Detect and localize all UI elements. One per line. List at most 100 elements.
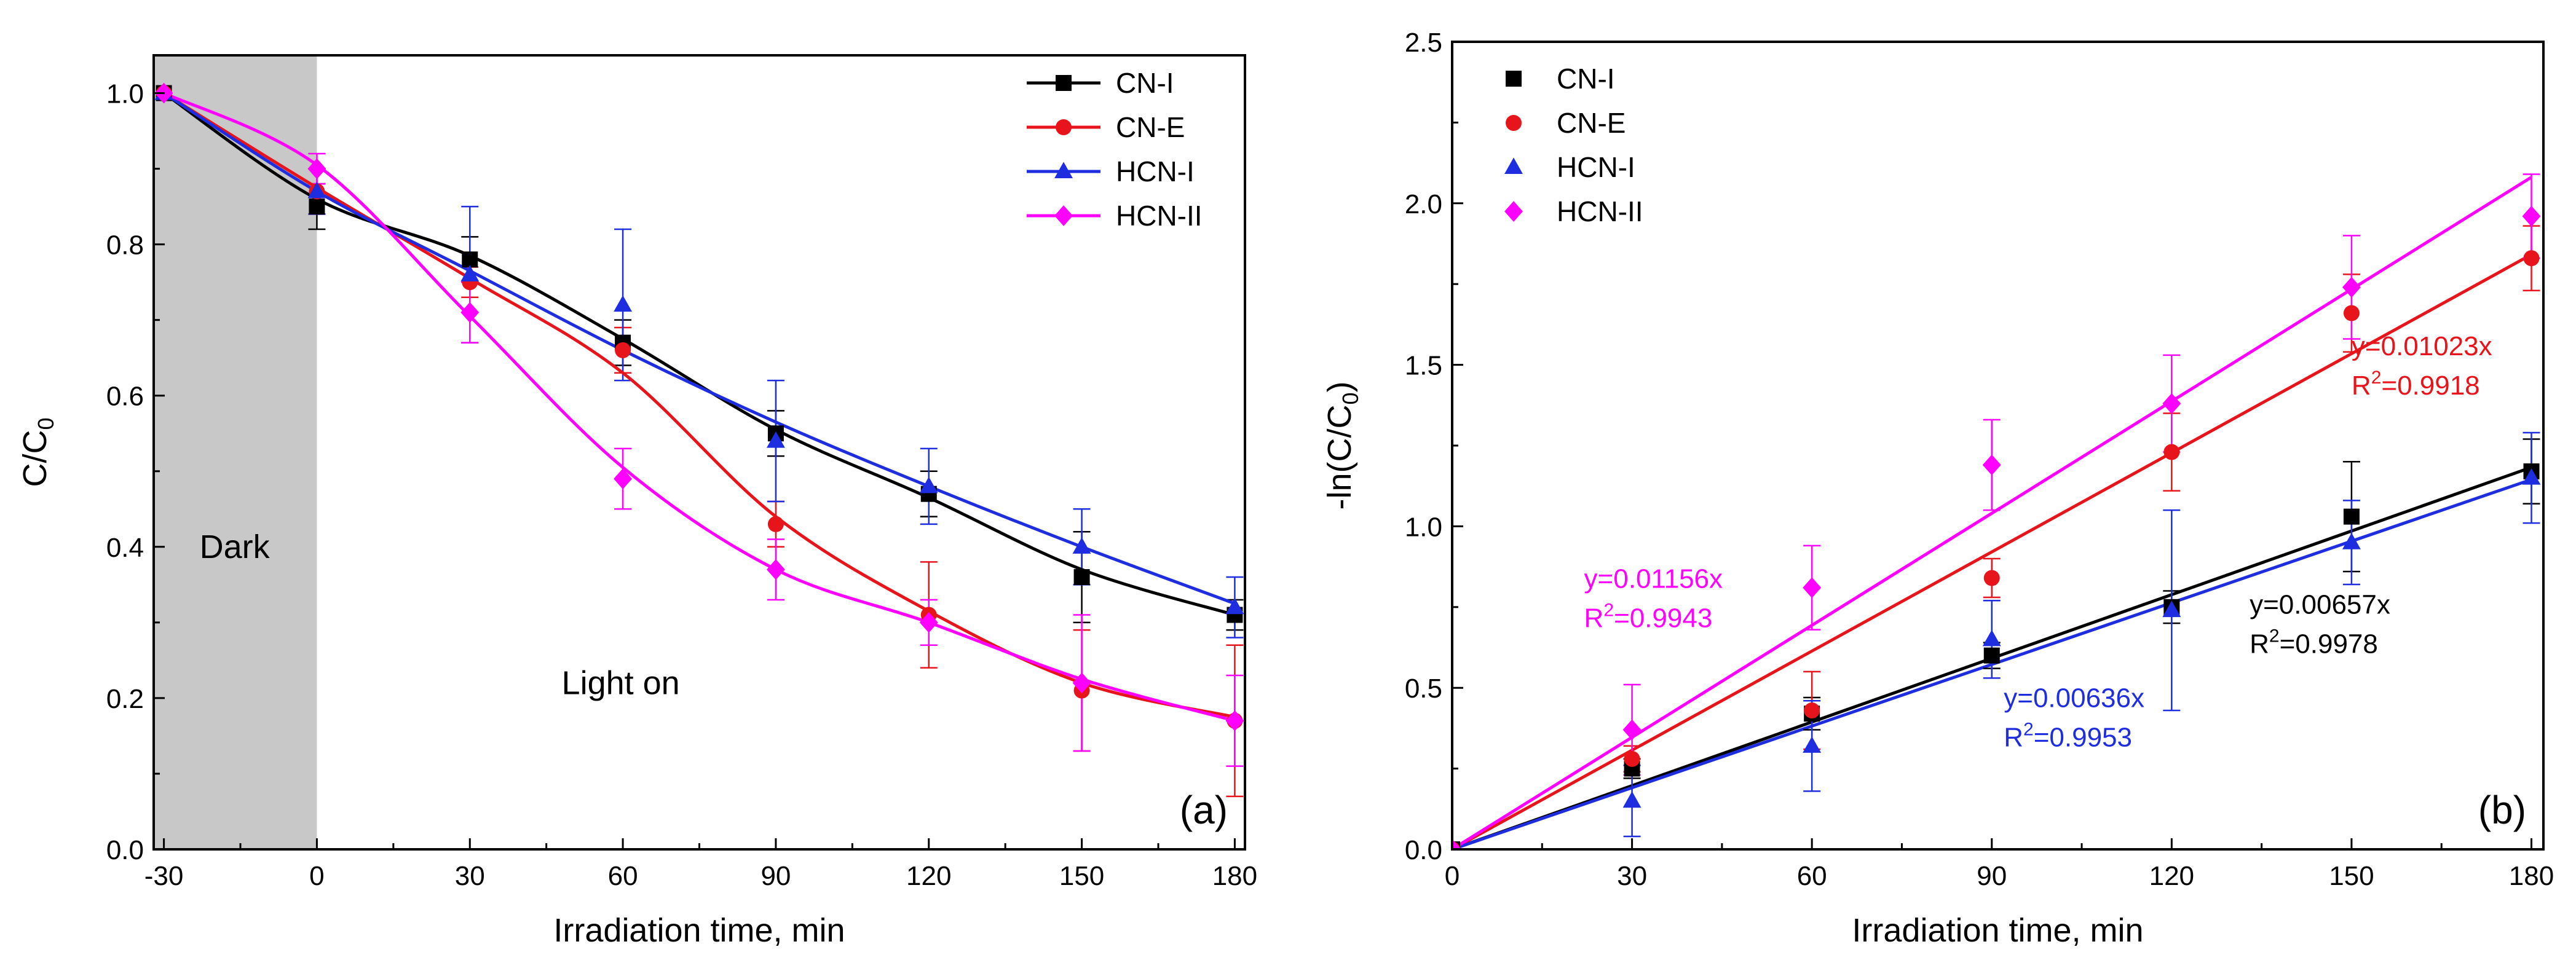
legend-label: CN-E bbox=[1557, 107, 1626, 139]
data-point bbox=[1982, 629, 2001, 647]
data-point bbox=[2342, 533, 2361, 549]
y-tick-label: 1.5 bbox=[1405, 351, 1442, 381]
panel-label: (b) bbox=[2478, 788, 2526, 832]
data-point bbox=[2162, 393, 2181, 414]
x-tick-label: 90 bbox=[761, 861, 791, 891]
legend-label: HCN-II bbox=[1116, 200, 1203, 232]
data-point bbox=[919, 611, 938, 633]
legend-label: HCN-II bbox=[1557, 195, 1643, 227]
data-point bbox=[1983, 570, 2000, 586]
fit-r-squared: R2=0.9943 bbox=[1584, 600, 1713, 633]
y-tick-label: 1.0 bbox=[1405, 512, 1442, 542]
data-point bbox=[460, 265, 480, 281]
r-squared-value: =0.9953 bbox=[2034, 723, 2132, 753]
r-squared-symbol: R bbox=[2004, 723, 2023, 753]
data-point bbox=[766, 559, 785, 580]
legend-b: CN-I CN-E HCN-I HCN-II bbox=[1504, 63, 1643, 227]
x-tick-label: 0 bbox=[309, 861, 324, 891]
light-on-label: Light on bbox=[562, 664, 680, 701]
legend-label: CN-I bbox=[1116, 67, 1174, 99]
y-tick-label: 2.0 bbox=[1405, 189, 1442, 219]
y-tick-label: 1.0 bbox=[106, 79, 144, 109]
plot-area-a bbox=[154, 82, 1244, 798]
legend-marker bbox=[1054, 162, 1073, 179]
y-tick-label: 0.2 bbox=[106, 684, 144, 714]
legend-marker bbox=[1056, 119, 1072, 135]
data-point bbox=[307, 158, 326, 179]
x-tick-label: 150 bbox=[1059, 861, 1104, 891]
fit-equation: y=0.01156x bbox=[1584, 564, 1723, 594]
fit-equation: y=0.00657x bbox=[2250, 589, 2390, 619]
x-tick-label: 30 bbox=[455, 861, 485, 891]
data-point bbox=[2522, 468, 2541, 485]
data-point bbox=[767, 516, 784, 532]
y-tick-label: 0.4 bbox=[106, 533, 144, 563]
r-squared-exponent: 2 bbox=[2371, 368, 2382, 388]
fit-line bbox=[1452, 176, 2532, 849]
r-squared-symbol: R bbox=[1584, 603, 1604, 633]
data-point bbox=[1804, 702, 1820, 718]
data-point bbox=[1452, 839, 1461, 849]
dark-label: Dark bbox=[200, 529, 271, 565]
x-axis-title: Irradiation time, min bbox=[1852, 912, 2143, 949]
data-point bbox=[307, 181, 326, 199]
data-point bbox=[460, 302, 480, 323]
data-point bbox=[1072, 672, 1091, 694]
y-tick-label: 2.5 bbox=[1405, 28, 1442, 58]
legend-marker bbox=[1506, 115, 1522, 131]
data-point bbox=[615, 342, 631, 358]
data-point bbox=[2343, 508, 2360, 525]
data-point bbox=[1072, 537, 1091, 554]
y-axis-title-subscript: 0 bbox=[1338, 392, 1363, 404]
data-point bbox=[1225, 597, 1244, 615]
x-tick-label: 150 bbox=[2329, 861, 2374, 891]
data-point bbox=[1982, 454, 2001, 476]
data-point bbox=[1622, 791, 1642, 808]
panel-a-chart: Dark Light on -30 0 30 60 90 120 150 180 0.0 0.2 0.4… bbox=[17, 54, 1257, 949]
data-point bbox=[614, 468, 633, 489]
x-tick-label: -30 bbox=[144, 861, 184, 891]
data-point bbox=[2163, 444, 2180, 460]
dark-region bbox=[154, 55, 317, 849]
r-squared-value: =0.9978 bbox=[2280, 629, 2378, 659]
r-squared-exponent: 2 bbox=[1603, 600, 1614, 620]
fit-r-squared: R2=0.9978 bbox=[2250, 626, 2378, 659]
x-tick-label: 0 bbox=[1445, 861, 1460, 891]
panel-label: (a) bbox=[1180, 788, 1228, 832]
data-point bbox=[2523, 250, 2540, 267]
y-tick-label: 0.0 bbox=[1405, 835, 1442, 865]
data-point bbox=[1622, 719, 1642, 741]
x-tick-label: 180 bbox=[2509, 861, 2554, 891]
series-line bbox=[163, 92, 1236, 616]
y-tick-label: 0.6 bbox=[106, 382, 144, 412]
x-tick-label: 120 bbox=[2149, 861, 2194, 891]
legend-label: CN-E bbox=[1116, 111, 1185, 143]
r-squared-exponent: 2 bbox=[2269, 626, 2280, 646]
y-axis-title-close: ) bbox=[1321, 381, 1358, 392]
data-point bbox=[462, 251, 478, 268]
series-line bbox=[163, 92, 1236, 723]
y-tick-label: 0.8 bbox=[106, 230, 144, 261]
data-point bbox=[1073, 569, 1090, 586]
y-axis-title-main: -ln(C/C bbox=[1321, 405, 1358, 510]
data-point bbox=[1803, 736, 1822, 753]
y-axis-title: C/C0 bbox=[17, 417, 58, 487]
fit-r-squared: R2=0.9953 bbox=[2004, 720, 2132, 753]
data-point bbox=[2343, 305, 2360, 321]
fit-r-squared: R2=0.9918 bbox=[2352, 368, 2480, 401]
data-point bbox=[919, 476, 938, 493]
r-squared-symbol: R bbox=[2250, 629, 2269, 659]
data-point bbox=[2342, 277, 2361, 298]
r-squared-exponent: 2 bbox=[2023, 720, 2034, 740]
r-squared-symbol: R bbox=[2352, 371, 2371, 401]
legend-marker bbox=[1504, 201, 1523, 222]
series-line bbox=[163, 92, 1236, 605]
data-point bbox=[614, 295, 633, 312]
fit-equation: y=0.00636x bbox=[2004, 683, 2144, 714]
y-axis-title-main: C/C bbox=[17, 430, 53, 487]
legend-label: HCN-I bbox=[1557, 151, 1635, 183]
data-point bbox=[1803, 577, 1822, 599]
panel-b-chart: y=0.00657xR2=0.9978y=0.01023xR2=0.9918y=… bbox=[1321, 28, 2554, 949]
r-squared-value: =0.9918 bbox=[2381, 371, 2479, 401]
